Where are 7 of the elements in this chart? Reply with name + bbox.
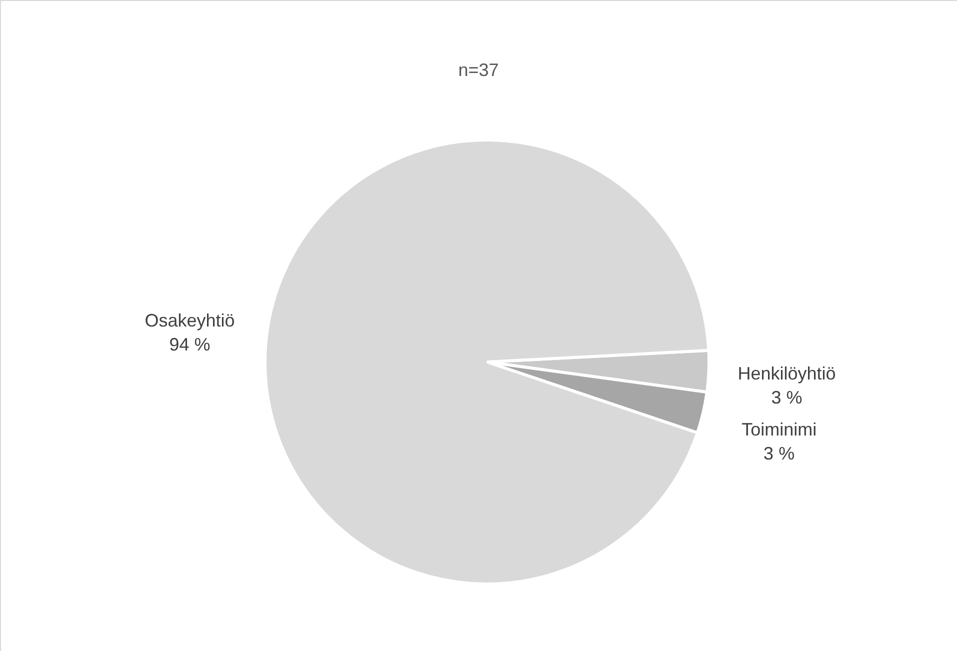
slice-label: Osakeyhtiö [144,310,235,330]
data-label: 94 % [169,334,210,354]
slice-label: Toiminimi [742,420,817,440]
chart-title: n=37 [458,60,499,80]
data-label: 3 % [764,444,795,464]
slice-label: Henkilöyhtiö [738,364,836,384]
data-label: 3 % [771,388,802,408]
